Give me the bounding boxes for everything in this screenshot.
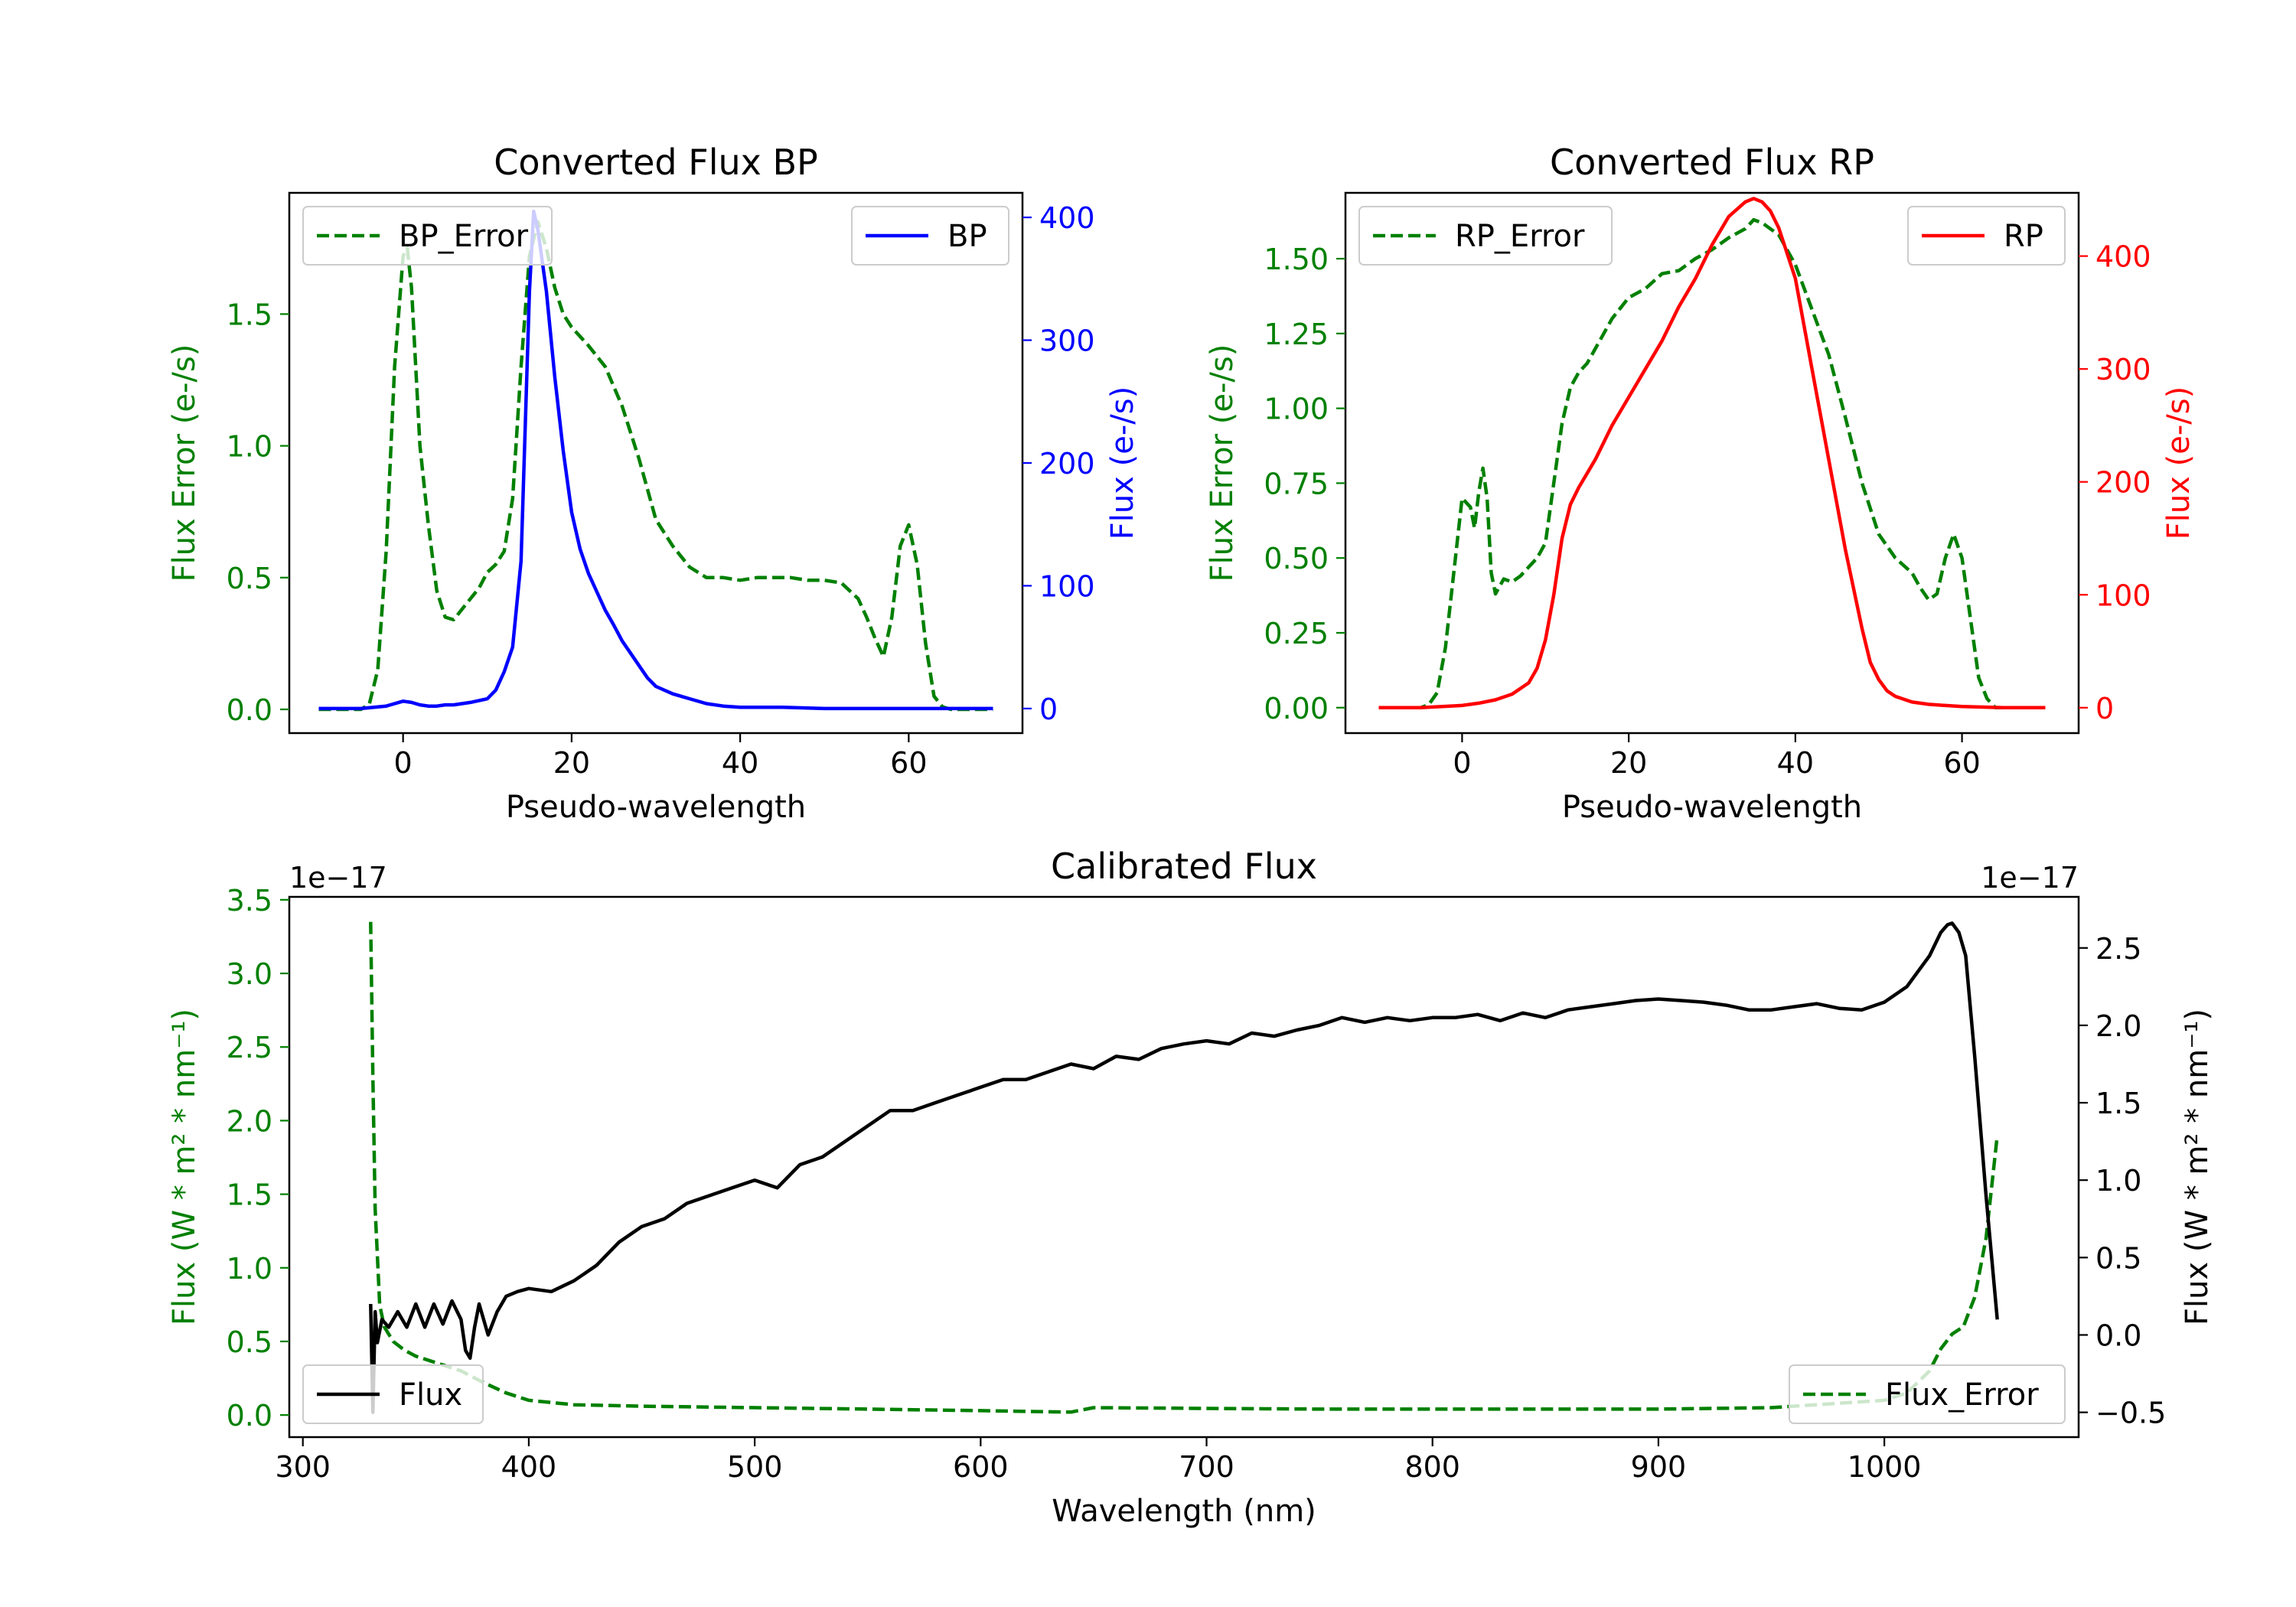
series-line-flux_error <box>369 921 1999 1414</box>
y-right-tick-label: 200 <box>2095 466 2151 500</box>
y-right-tick-label: 1.5 <box>2095 1087 2141 1120</box>
y-left-tick-label: 1.5 <box>227 1178 272 1212</box>
y-left-tick-label: 0.75 <box>1264 467 1329 500</box>
y-left-tick-label: 3.5 <box>227 884 272 918</box>
legend-label-left: Flux <box>399 1377 462 1413</box>
y-right-tick-label: 400 <box>2095 240 2151 274</box>
legend-label-right: BP <box>947 219 987 254</box>
y-left-tick-label: 0.5 <box>227 562 272 595</box>
x-tick-label: 900 <box>1631 1450 1687 1484</box>
y-right-tick-label: 0.0 <box>2095 1319 2141 1352</box>
x-tick-label: 300 <box>275 1450 331 1484</box>
axes-frame <box>1344 191 2080 735</box>
y-left-tick-label: 2.0 <box>227 1104 272 1138</box>
y-left-axis-label: Flux Error (e-/s) <box>1205 344 1240 582</box>
chart-title: Converted Flux BP <box>494 142 818 183</box>
x-tick-label: 20 <box>1610 746 1647 780</box>
y-left-tick-label: 0.0 <box>227 1399 272 1433</box>
legend-label-right: RP <box>2004 219 2043 254</box>
y-left-tick-label: 1.25 <box>1264 318 1329 351</box>
y-left-tick-label: 0.00 <box>1264 692 1329 725</box>
x-axis-label: Pseudo-wavelength <box>1562 790 1862 825</box>
x-tick-label: 60 <box>890 746 927 780</box>
y-right-tick-label: 0 <box>1039 693 1058 726</box>
x-tick-label: 0 <box>1453 746 1471 780</box>
chart-title: Converted Flux RP <box>1550 142 1874 183</box>
y-left-tick-label: 1.5 <box>227 298 272 331</box>
legend-box-right <box>851 206 1009 266</box>
y-left-tick-label: 0.50 <box>1264 542 1329 575</box>
legend-label-left: BP_Error <box>399 219 529 254</box>
panel-converted-flux-rp: 0 20 40 60 0.00 0.25 0.50 0.75 1.00 1.25 1.50 0 100 2… <box>1205 142 2197 825</box>
y-left-tick-label: 2.5 <box>227 1031 272 1064</box>
y-left-tick-label: 0.0 <box>227 693 272 727</box>
y-right-axis-label: Flux (e-/s) <box>2161 386 2197 539</box>
y-right-tick-label: 2.5 <box>2095 932 2141 966</box>
panel-converted-flux-bp: 0 20 40 60 0.0 0.5 1.0 1.5 0 100 200 300 400 Converte… <box>167 142 1140 825</box>
x-tick-label: 400 <box>501 1450 557 1484</box>
legend-box-left <box>1358 206 1613 266</box>
x-tick-label: 700 <box>1179 1450 1234 1484</box>
panel-calibrated-flux: 300 400 500 600 700 800 900 1000 0.0 0.5 1.0 1.5 2.0… <box>167 846 2215 1529</box>
y-right-tick-label: 0.5 <box>2095 1241 2141 1275</box>
series-line-rp_error <box>1378 217 2046 710</box>
legend-box-left <box>302 206 553 266</box>
series-line-bp_error <box>318 220 993 712</box>
y-right-axis-label: Flux (W * m² * nm⁻¹) <box>2180 1009 2215 1325</box>
y-right-tick-label: 300 <box>2095 353 2151 386</box>
legend-label-left: RP_Error <box>1455 219 1585 254</box>
y-right-tick-label: 1.0 <box>2095 1164 2141 1198</box>
x-tick-label: 40 <box>722 746 758 780</box>
y-left-axis-label: Flux Error (e-/s) <box>167 344 202 582</box>
y-left-axis-label: Flux (W * m² * nm⁻¹) <box>167 1009 202 1325</box>
x-tick-label: 800 <box>1404 1450 1460 1484</box>
legend-box-left <box>302 1364 484 1424</box>
y-right-tick-label: 100 <box>2095 579 2151 612</box>
y-right-tick-label: 100 <box>1039 569 1095 603</box>
y-left-tick-label: 0.25 <box>1264 617 1329 650</box>
x-tick-label: 60 <box>1943 746 1980 780</box>
y-right-tick-label: −0.5 <box>2095 1397 2166 1430</box>
x-tick-label: 0 <box>394 746 413 780</box>
x-axis-label: Pseudo-wavelength <box>506 790 806 825</box>
y-right-tick-label: 400 <box>1039 201 1095 235</box>
y-right-tick-label: 300 <box>1039 324 1095 358</box>
series-line-bp <box>318 209 993 711</box>
y-left-tick-label: 1.00 <box>1264 393 1329 426</box>
axes-frame <box>288 191 1024 735</box>
y-right-tick-label: 0 <box>2095 692 2114 725</box>
y-left-tick-label: 0.5 <box>227 1325 272 1359</box>
chart-title: Calibrated Flux <box>1051 846 1317 887</box>
legend-label-right: Flux_Error <box>1885 1377 2039 1413</box>
y-left-tick-label: 3.0 <box>227 957 272 991</box>
series-line-rp <box>1378 197 2046 710</box>
y-left-tick-label: 1.50 <box>1264 243 1329 276</box>
y-left-tick-label: 1.0 <box>227 430 272 464</box>
x-tick-label: 1000 <box>1848 1450 1922 1484</box>
y-right-tick-label: 2.0 <box>2095 1009 2141 1043</box>
legend-box-right <box>1789 1364 2066 1424</box>
y-left-tick-label: 1.0 <box>227 1252 272 1286</box>
y-right-axis-label: Flux (e-/s) <box>1105 386 1140 539</box>
axes-frame <box>288 895 2080 1439</box>
y-right-tick-label: 200 <box>1039 447 1095 481</box>
x-tick-label: 600 <box>953 1450 1009 1484</box>
x-tick-label: 40 <box>1777 746 1814 780</box>
y-left-offset-text: 1e−17 <box>289 861 387 895</box>
x-tick-label: 20 <box>553 746 590 780</box>
y-right-offset-text: 1e−17 <box>1981 861 2079 895</box>
x-tick-label: 500 <box>727 1450 783 1484</box>
legend-box-right <box>1907 206 2066 266</box>
series-line-flux <box>369 921 1999 1414</box>
x-axis-label: Wavelength (nm) <box>1052 1494 1316 1529</box>
